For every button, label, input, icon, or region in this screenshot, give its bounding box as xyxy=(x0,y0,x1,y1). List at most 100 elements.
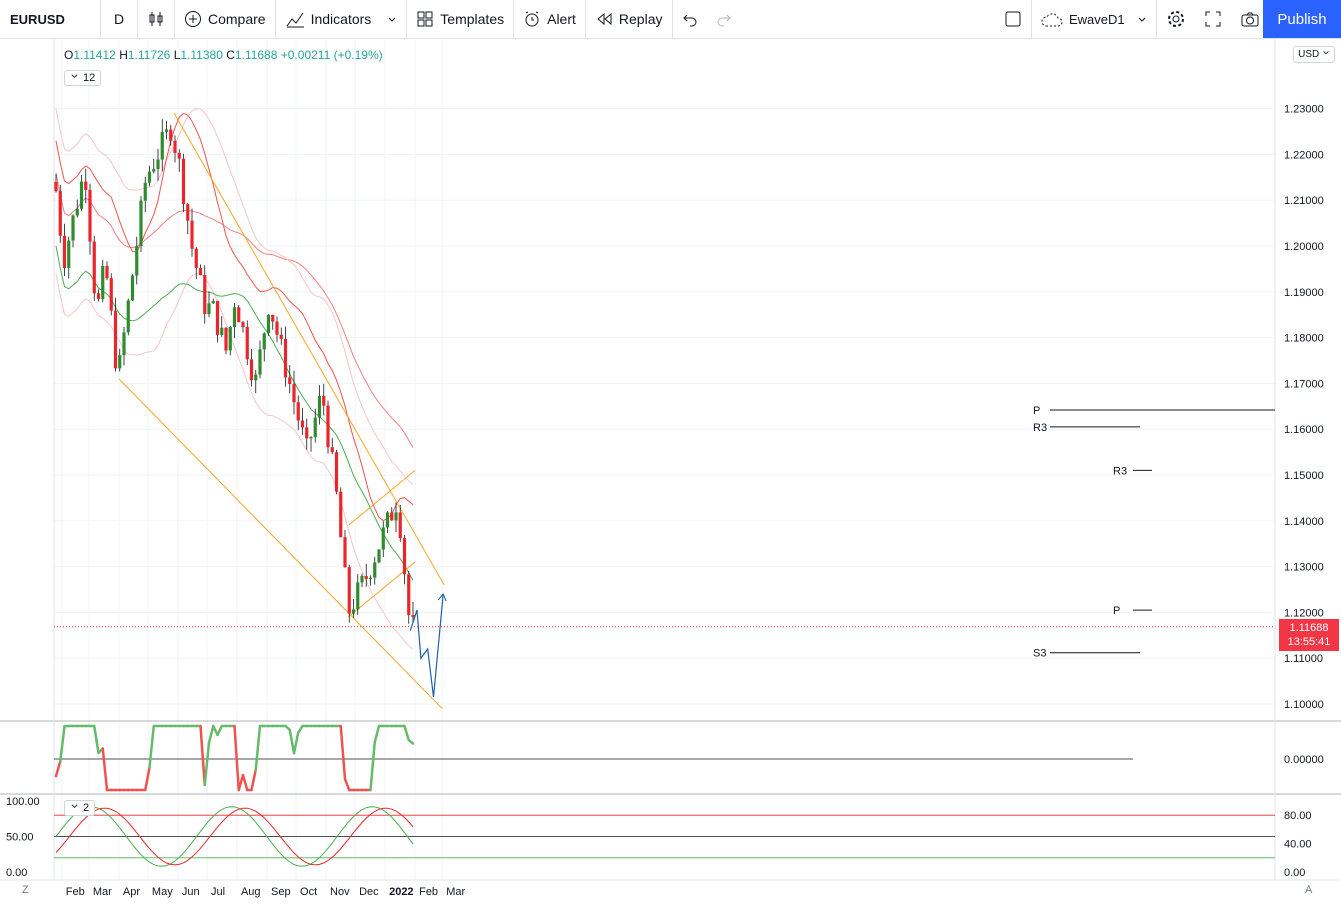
replay-button[interactable]: Replay xyxy=(586,0,672,38)
templates-button[interactable]: Templates xyxy=(407,0,513,38)
candle-body xyxy=(385,512,390,528)
candle-body xyxy=(105,265,109,279)
time-tick-label: Apr xyxy=(123,886,140,898)
time-tick-label: Sep xyxy=(271,886,291,898)
candle-body xyxy=(288,377,292,385)
candle-body xyxy=(88,189,92,242)
candle-body xyxy=(126,300,130,333)
undo-icon xyxy=(682,10,698,27)
price-axis[interactable]: 1.10000 1.11000 1.12000 1.13000 1.14000 1.150… xyxy=(1284,104,1324,711)
candle-body xyxy=(237,307,241,323)
scale-mode-right[interactable]: A xyxy=(1305,884,1313,896)
price-tick-label: 1.17000 xyxy=(1284,378,1324,390)
compare-button[interactable]: Compare xyxy=(175,0,275,38)
candle-body xyxy=(101,265,105,300)
trendlines xyxy=(118,112,445,709)
oscillator-right-tick: 0.00 xyxy=(1284,867,1305,879)
oscillator-segment xyxy=(373,724,381,744)
ohlc-legend: O1.11412 H1.11726 L1.11380 C1.11688 +0.0… xyxy=(64,48,383,62)
oscillator-pane-2: 100.00 50.00 0.00 80.00 40.00 0.00 xyxy=(6,796,1312,879)
compare-label: Compare xyxy=(208,11,266,27)
candle-body xyxy=(262,333,266,350)
candle-body xyxy=(215,300,220,335)
chevron-down-icon[interactable] xyxy=(387,11,397,27)
chart-type-button[interactable] xyxy=(138,0,174,38)
pivot-level-label: P xyxy=(1113,605,1120,617)
price-tick-label: 1.21000 xyxy=(1284,195,1324,207)
candle-body xyxy=(300,420,305,428)
toolbar-separator xyxy=(174,0,175,38)
symbol-search[interactable]: EURUSD xyxy=(10,11,65,27)
high-label: H xyxy=(119,48,128,62)
toolbar-separator xyxy=(100,0,101,38)
time-tick-label: Oct xyxy=(300,886,317,898)
moving-average-line xyxy=(55,172,414,448)
candle-body xyxy=(58,191,62,236)
open-label: O xyxy=(64,48,74,62)
candle-body xyxy=(186,204,190,221)
indicators-button[interactable]: Indicators xyxy=(276,0,407,38)
time-axis[interactable]: Feb Mar Apr May Jun Jul Aug Sep Oct Nov Dec 2022 Feb… xyxy=(66,886,466,898)
candle-body xyxy=(241,322,245,328)
camera-icon xyxy=(1240,10,1260,28)
oscillator-segment xyxy=(339,724,347,781)
oscillator-segment xyxy=(148,724,155,769)
support-line xyxy=(55,245,414,581)
candle-body xyxy=(402,538,407,575)
candle-body xyxy=(75,208,79,216)
price-tick-label: 1.11000 xyxy=(1284,653,1323,665)
fullscreen-button[interactable] xyxy=(1195,0,1231,38)
candle-body xyxy=(224,327,228,351)
oscillator-segment xyxy=(292,731,300,755)
oscillator-left-tick: 100.00 xyxy=(6,796,40,808)
time-tick-label: Jun xyxy=(182,886,200,898)
chart-canvas[interactable]: P R3 R3 P S3 0.00000 100.00 50.00 0.00 80.00 40.… xyxy=(0,38,1341,906)
time-tick-label: May xyxy=(152,886,173,898)
layout-toggle-button[interactable] xyxy=(995,0,1031,38)
candle-body xyxy=(283,338,288,378)
pane-collapse-button[interactable]: 2 xyxy=(64,800,96,816)
candle-body xyxy=(54,181,58,192)
indicators-icon xyxy=(285,10,305,28)
candle-body xyxy=(407,574,411,616)
layout-name-button[interactable]: EwaveD1 xyxy=(1032,0,1156,38)
candle-body xyxy=(377,549,381,563)
settings-button[interactable] xyxy=(1157,0,1195,38)
oscillator-left-tick: 0.00 xyxy=(6,867,27,879)
time-tick-label: Feb xyxy=(66,886,85,898)
candle-body xyxy=(198,268,203,276)
indicators-collapse-button[interactable]: 12 xyxy=(64,70,102,86)
time-tick-label: Aug xyxy=(241,886,261,898)
indicators-label: Indicators xyxy=(310,11,372,27)
grid-lines xyxy=(54,38,1275,880)
candle-body xyxy=(113,310,118,369)
candle-body xyxy=(271,315,275,322)
publish-button[interactable]: Publish xyxy=(1263,0,1341,38)
change-value: +0.00211 (+0.19%) xyxy=(280,48,383,62)
price-candles xyxy=(54,119,415,624)
top-toolbar: EURUSD D Compare Indicators Templates xyxy=(0,0,1341,39)
candle-body xyxy=(411,615,415,618)
candle-body xyxy=(135,246,139,276)
candle-body xyxy=(258,349,262,375)
add-circle-icon xyxy=(184,10,202,28)
snapshot-button[interactable] xyxy=(1231,0,1269,38)
candle-body xyxy=(173,140,177,153)
toolbar-separator xyxy=(513,0,515,38)
toolbar-separator xyxy=(406,0,408,38)
undo-button[interactable] xyxy=(673,0,707,38)
scale-mode-left[interactable]: Z xyxy=(22,884,29,896)
redo-button[interactable] xyxy=(707,0,741,38)
oscillator-left-tick: 50.00 xyxy=(6,832,34,844)
pivot-level-label: R3 xyxy=(1033,422,1047,434)
last-price-value: 1.11688 xyxy=(1289,622,1329,634)
candle-body xyxy=(152,169,156,172)
interval-button[interactable]: D xyxy=(113,11,125,27)
time-tick-label: Jul xyxy=(211,886,225,898)
candle-body xyxy=(309,437,313,439)
fullscreen-icon xyxy=(1204,10,1222,28)
currency-selector[interactable]: USD xyxy=(1293,46,1335,63)
oscillator-right-tick: 40.00 xyxy=(1284,839,1312,851)
descending-trendline-lower xyxy=(118,378,443,709)
alert-button[interactable]: Alert xyxy=(514,0,585,38)
